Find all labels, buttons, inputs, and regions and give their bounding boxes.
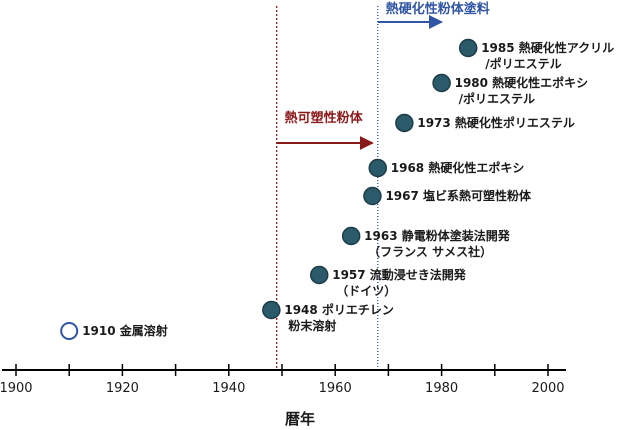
- event-marker: [341, 226, 361, 246]
- event-marker: [309, 265, 329, 285]
- period-label: 熱硬化性粉体塗料: [386, 1, 490, 17]
- x-tick-label: 1960: [319, 381, 352, 396]
- event-marker: [368, 158, 388, 178]
- event-label: （フランス サメス社）: [368, 244, 492, 259]
- x-tick-label: 2000: [531, 381, 564, 396]
- event-label: 粉末溶射: [288, 318, 336, 333]
- event-label: 1957 流動浸せき法開発: [332, 267, 467, 282]
- x-tick-label: 1980: [425, 381, 458, 396]
- event-label: /ポリエステル: [459, 91, 535, 106]
- event-label: 1967 塩ビ系熱可塑性粉体: [385, 188, 532, 203]
- event-marker: [262, 300, 281, 320]
- event-marker: [432, 73, 451, 93]
- event-label: 1948 ポリエチレン: [284, 302, 394, 317]
- event-label: 1968 熱硬化性エポキシ: [391, 160, 525, 175]
- event-label: （ドイツ）: [336, 283, 396, 298]
- event-label: /ポリエステル: [485, 56, 561, 71]
- event-label: 1973 熱硬化性ポリエステル: [417, 115, 575, 130]
- x-tick-label: 1940: [212, 381, 245, 396]
- event-label: 1985 熱硬化性アクリル: [481, 40, 614, 55]
- event-marker: [395, 113, 414, 133]
- event-marker: [458, 38, 478, 58]
- event-label: 1963 静電粉体塗装法開発: [364, 228, 511, 243]
- event-marker: [363, 186, 382, 206]
- event-marker-open: [60, 322, 79, 340]
- x-axis-title: 暦年: [285, 410, 315, 428]
- event-label: 1910 金属溶射: [82, 323, 168, 338]
- period-label: 熱可塑性粉体: [285, 110, 364, 126]
- x-tick-label: 1920: [106, 381, 139, 396]
- x-tick-label: 1900: [0, 381, 33, 396]
- event-label: 1980 熱硬化性エポキシ: [455, 75, 589, 90]
